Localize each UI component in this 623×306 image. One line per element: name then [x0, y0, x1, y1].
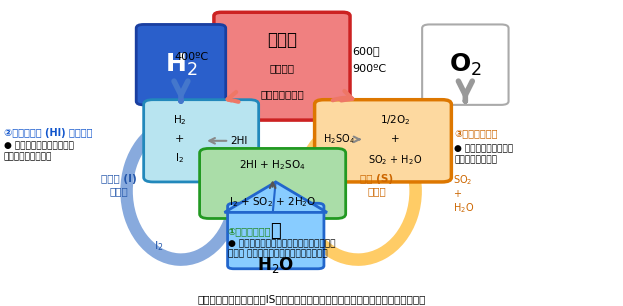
- Text: ①ブンゼン反応: ①ブンゼン反応: [227, 226, 271, 236]
- Text: H$_2$: H$_2$: [164, 52, 197, 78]
- FancyBboxPatch shape: [199, 148, 346, 218]
- FancyBboxPatch shape: [422, 24, 508, 105]
- Text: 400ºC: 400ºC: [175, 52, 209, 62]
- Text: ● ヨウ化水素ガスの熱分解
　により水素を生成: ● ヨウ化水素ガスの熱分解 により水素を生成: [4, 142, 74, 161]
- Text: 900ºC: 900ºC: [352, 64, 386, 74]
- FancyBboxPatch shape: [214, 12, 350, 120]
- Text: 太陽熱、: 太陽熱、: [270, 63, 295, 73]
- Text: 硫黄 (S)
の循環: 硫黄 (S) の循環: [360, 174, 393, 196]
- Text: H$_2$O: H$_2$O: [257, 255, 295, 275]
- FancyBboxPatch shape: [144, 100, 259, 182]
- Text: 1/2O$_2$: 1/2O$_2$: [380, 114, 411, 127]
- Text: +: +: [174, 134, 184, 144]
- Text: 図１．熱化学水素製造・ISプロセスの概要　（資料：日本原子力研究開発機構）: 図１．熱化学水素製造・ISプロセスの概要 （資料：日本原子力研究開発機構）: [197, 294, 426, 304]
- Text: H$_2$SO$_4$: H$_2$SO$_4$: [323, 132, 356, 146]
- Text: ③硫酸分解反応: ③硫酸分解反応: [454, 128, 498, 138]
- Text: I$_2$: I$_2$: [155, 239, 164, 253]
- Text: 水: 水: [270, 222, 281, 241]
- Text: 高温ガス炉など: 高温ガス炉など: [260, 89, 304, 99]
- FancyBboxPatch shape: [227, 203, 324, 269]
- Text: 2HI: 2HI: [230, 136, 247, 146]
- Text: 600～: 600～: [352, 46, 379, 56]
- Text: 2HI + H$_2$SO$_4$: 2HI + H$_2$SO$_4$: [239, 158, 306, 172]
- Text: SO$_2$
+
H$_2$O: SO$_2$ + H$_2$O: [453, 174, 475, 215]
- Text: SO$_2$ + H$_2$O: SO$_2$ + H$_2$O: [368, 153, 422, 167]
- Text: I$_2$ + SO$_2$ + 2H$_2$O: I$_2$ + SO$_2$ + 2H$_2$O: [229, 195, 316, 209]
- Text: +: +: [391, 134, 400, 144]
- Polygon shape: [224, 182, 327, 212]
- Text: ● 硫酸ガスの熱分解に
　より酸素を生成: ● 硫酸ガスの熱分解に より酸素を生成: [454, 145, 513, 164]
- Text: ヨウ素 (I)
の循環: ヨウ素 (I) の循環: [101, 174, 136, 196]
- FancyBboxPatch shape: [136, 24, 226, 105]
- Text: ②ヨウ化水素 (HI) 分解反応: ②ヨウ化水素 (HI) 分解反応: [4, 128, 92, 138]
- Text: ● 二酸化硫黄が水とヨウ素の混合物と反応
　して ヨウ化水素と硫酸の水溶液を生成: ● 二酸化硫黄が水とヨウ素の混合物と反応 して ヨウ化水素と硫酸の水溶液を生成: [227, 239, 335, 259]
- Text: O$_2$: O$_2$: [449, 52, 482, 78]
- Text: H$_2$: H$_2$: [173, 114, 186, 127]
- Text: I$_2$: I$_2$: [175, 151, 184, 165]
- Text: 高温熱: 高温熱: [267, 31, 297, 49]
- FancyBboxPatch shape: [315, 100, 451, 182]
